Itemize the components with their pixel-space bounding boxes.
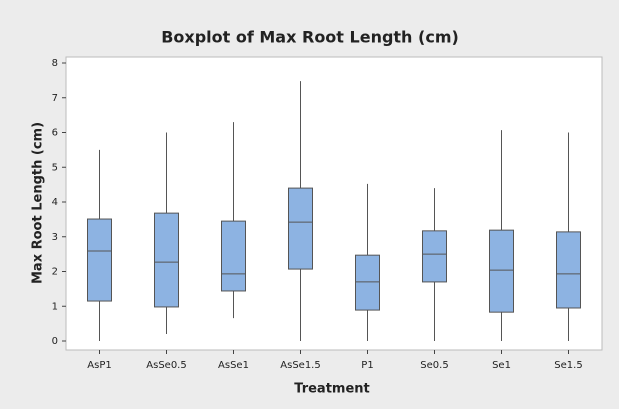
- x-tick-label: P1: [361, 360, 373, 371]
- plot-area: [65, 56, 603, 351]
- x-tick-label: AsSe1: [218, 360, 249, 371]
- box: [422, 230, 447, 283]
- y-tick-label: 1: [52, 301, 58, 312]
- box: [221, 220, 246, 292]
- box: [154, 212, 179, 308]
- y-tick-label: 6: [52, 128, 58, 139]
- box: [489, 229, 514, 313]
- y-tick-label: 5: [52, 162, 58, 173]
- x-tick-label: AsP1: [87, 360, 111, 371]
- y-tick-label: 4: [52, 197, 58, 208]
- y-axis-label: Max Root Length (cm): [31, 122, 46, 284]
- x-axis-label: Treatment: [294, 382, 370, 397]
- y-tick-label: 8: [52, 58, 58, 69]
- x-tick-label: Se1: [492, 360, 511, 371]
- box: [87, 218, 112, 302]
- y-tick-label: 2: [52, 267, 58, 278]
- chart-title: Boxplot of Max Root Length (cm): [161, 28, 459, 47]
- x-tick-label: AsSe0.5: [146, 360, 186, 371]
- box: [355, 254, 380, 311]
- box: [288, 187, 313, 270]
- box: [556, 231, 581, 309]
- y-tick-label: 3: [52, 232, 58, 243]
- x-tick-label: Se1.5: [554, 360, 582, 371]
- x-tick-label: AsSe1.5: [280, 360, 320, 371]
- x-tick-label: Se0.5: [420, 360, 448, 371]
- y-tick-label: 0: [52, 336, 58, 347]
- y-tick-label: 7: [52, 93, 58, 104]
